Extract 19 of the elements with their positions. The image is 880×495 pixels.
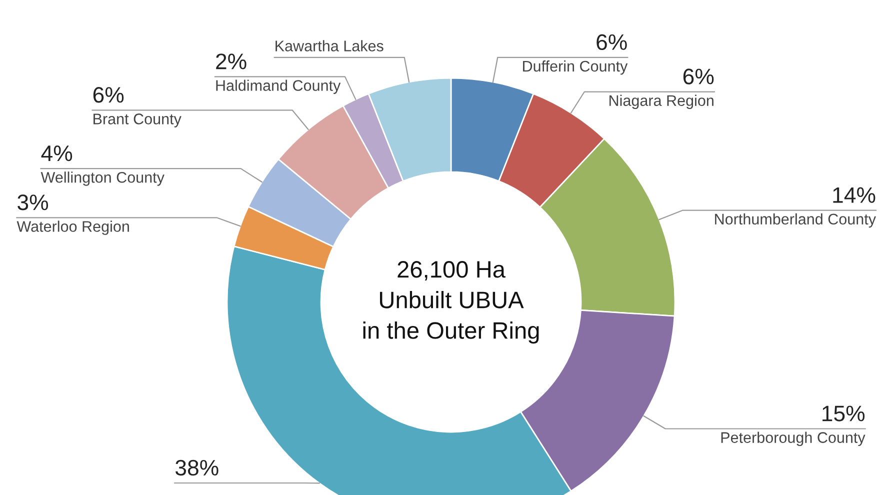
- slice-label: Waterloo Region: [16, 220, 129, 235]
- slice-label: Peterborough County: [721, 432, 866, 446]
- data-label: 4%: [41, 146, 72, 162]
- data-label: 14%: [833, 187, 876, 203]
- slice-label: Wellington County: [40, 172, 164, 186]
- data-label: 6%: [596, 34, 627, 50]
- data-label: 15%: [822, 406, 865, 422]
- data-label: 6%: [683, 68, 714, 84]
- slice-label: Niagara Region: [610, 94, 714, 110]
- slice-label: Northumberland County: [715, 213, 876, 228]
- slice-label: Haldimand County: [216, 80, 341, 94]
- slice-label: Dufferin County: [523, 60, 628, 75]
- text: 26,100 Ha Unbuilt UBUA in the Outer Ring: [363, 261, 539, 344]
- data-label: 38%: [175, 460, 218, 476]
- data-label: 3%: [18, 194, 48, 210]
- data-label: 6%: [93, 87, 124, 103]
- data-label: 2%: [216, 54, 246, 70]
- slice-label: Kawartha Lakes: [276, 40, 384, 52]
- slice-label: Brant County: [94, 114, 182, 128]
